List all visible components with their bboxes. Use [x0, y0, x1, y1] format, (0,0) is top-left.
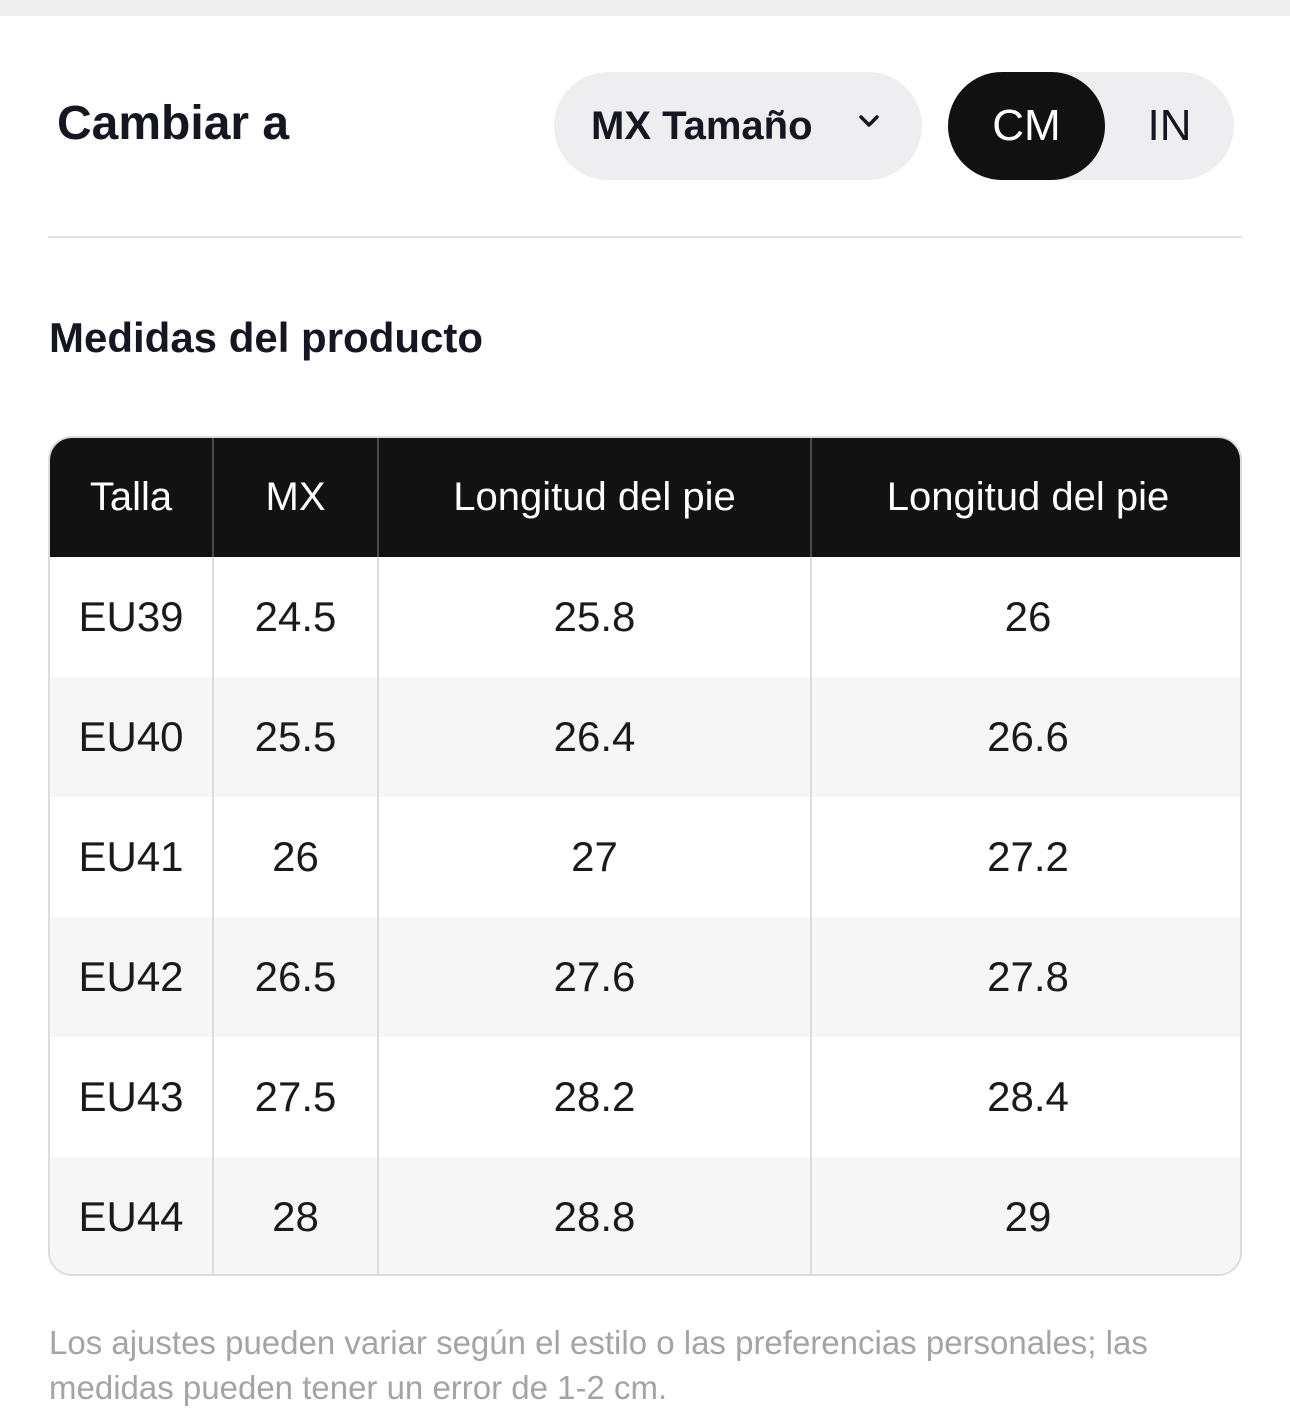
column-header-mx: MX: [212, 438, 378, 557]
size-system-dropdown[interactable]: MX Tamaño: [554, 72, 922, 180]
table-cell: 26.5: [212, 917, 378, 1037]
unit-toggle: CM IN: [948, 72, 1234, 180]
table-cell: EU42: [50, 917, 213, 1037]
table-row: EU39 24.5 25.8 26: [50, 557, 1240, 677]
divider: [48, 236, 1242, 238]
table-cell: 26.4: [377, 677, 811, 797]
chevron-down-icon: [859, 115, 879, 127]
change-to-label: Cambiar a: [57, 97, 290, 150]
table-row: EU42 26.5 27.6 27.8: [50, 917, 1240, 1037]
unit-cm-button[interactable]: CM: [948, 72, 1105, 180]
table-cell: 27.8: [810, 917, 1240, 1037]
table-cell: 27.6: [377, 917, 811, 1037]
table-cell: EU39: [50, 557, 213, 677]
column-header-foot-length-2: Longitud del pie: [810, 438, 1240, 557]
size-settings-header: Cambiar a MX Tamaño CM IN: [0, 16, 1290, 236]
table-cell: EU43: [50, 1037, 213, 1157]
unit-in-button[interactable]: IN: [1147, 101, 1192, 150]
table-cell: 27.2: [810, 797, 1240, 917]
table-row: EU43 27.5 28.2 28.4: [50, 1037, 1240, 1157]
table-cell: 29: [810, 1157, 1240, 1274]
column-header-foot-length: Longitud del pie: [377, 438, 811, 557]
table-cell: 24.5: [212, 557, 378, 677]
table-cell: 28.2: [377, 1037, 811, 1157]
table-cell: 27: [377, 797, 811, 917]
table-cell: 26.6: [810, 677, 1240, 797]
table-cell: EU44: [50, 1157, 213, 1274]
table-cell: 27.5: [212, 1037, 378, 1157]
table-cell: 25.5: [212, 677, 378, 797]
section-title: Medidas del producto: [49, 314, 484, 361]
table-row: EU40 25.5 26.4 26.6: [50, 677, 1240, 797]
size-table: Talla MX Longitud del pie Longitud del p…: [48, 436, 1242, 1276]
table-cell: 25.8: [377, 557, 811, 677]
table-header-row: Talla MX Longitud del pie Longitud del p…: [50, 438, 1240, 557]
top-band: [0, 0, 1290, 16]
table-row: EU44 28 28.8 29: [50, 1157, 1240, 1274]
size-system-value: MX Tamaño: [591, 103, 813, 148]
table-cell: 28.8: [377, 1157, 811, 1274]
table-row: EU41 26 27 27.2: [50, 797, 1240, 917]
table-cell: 26: [810, 557, 1240, 677]
table-cell: EU41: [50, 797, 213, 917]
table-cell: 28.4: [810, 1037, 1240, 1157]
table-cell: EU40: [50, 677, 213, 797]
table-cell: 28: [212, 1157, 378, 1274]
fit-disclaimer: Los ajustes pueden variar según el estil…: [49, 1324, 1148, 1406]
column-header-size: Talla: [50, 438, 213, 557]
table-cell: 26: [212, 797, 378, 917]
